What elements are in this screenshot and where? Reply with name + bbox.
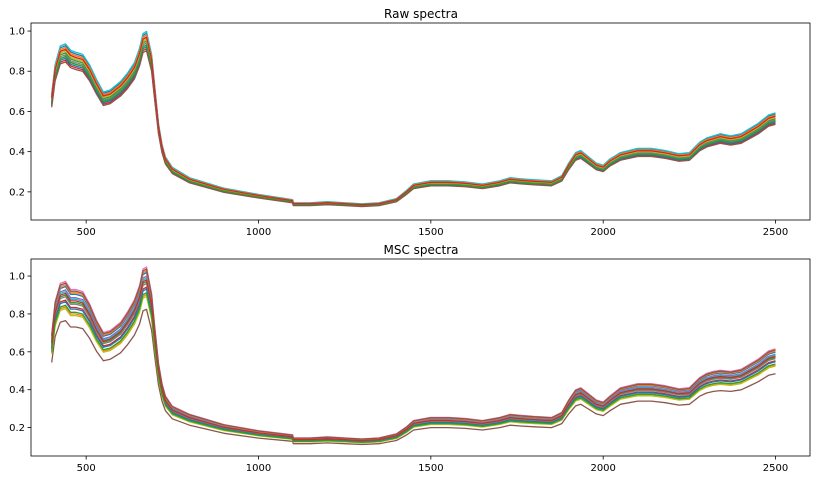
spectrum-line-11 [51,46,776,207]
spectrum-line-10 [51,30,776,205]
x-tick-label: 1000 [246,463,271,474]
spectrum-line-13 [51,44,776,207]
y-tick-label: 0.4 [9,147,25,158]
spectrum-line-9 [51,38,776,206]
spectrum-line-6 [51,308,776,446]
spectrum-line-1 [51,271,776,441]
spectrum-line-4 [51,48,776,207]
spectrum-line-8 [51,282,776,442]
spectrum-line-1 [51,32,776,205]
x-tick-label: 500 [77,227,96,238]
y-tick-label: 0.8 [9,309,25,320]
spectrum-line-15 [51,268,776,440]
spectrum-line-7 [51,34,776,206]
spectrum-line-5 [51,275,776,441]
spectrum-line-9 [51,295,776,444]
x-tick-label: 2000 [590,227,615,238]
spectrum-line-6 [51,44,776,207]
spectrum-line-3 [51,281,776,442]
raw-spectra-panel: Raw spectra 500 1000 1500 2000 2500 0.2 0.4 0.6… [9,7,811,238]
spectrum-line-12 [51,34,776,206]
y-tick-label: 0.6 [9,347,25,358]
x-tick-label: 2500 [763,463,788,474]
spectrum-line-14 [51,36,776,206]
msc-spectra-panel: MSC spectra 500 1000 1500 2000 2500 0.2 0.4 0.6… [9,243,811,474]
y-tick-label: 0.4 [9,385,25,396]
spectrum-line-15 [51,50,776,208]
x-tick-label: 1000 [246,227,271,238]
raw-spectra-ticks: 500 1000 1500 2000 2500 0.2 0.4 0.6 0.8 1.0 [9,27,788,238]
msc-spectra-title: MSC spectra [383,243,458,257]
y-tick-label: 0.2 [9,187,25,198]
x-tick-label: 1500 [418,227,443,238]
x-tick-label: 500 [77,463,96,474]
msc-spectra-axes-frame [30,258,811,457]
spectrum-line-3 [51,40,776,206]
msc-spectra-lines [51,266,776,446]
y-tick-label: 0.8 [9,67,25,78]
spectrum-line-11 [51,288,776,443]
raw-spectra-axes-frame [30,22,811,221]
spectrum-line-7 [51,266,776,440]
x-tick-label: 2000 [590,463,615,474]
spectrum-line-10 [51,277,776,442]
y-tick-label: 0.6 [9,107,25,118]
msc-spectra-ticks: 500 1000 1500 2000 2500 0.2 0.4 0.6 0.8 1.0 [9,272,788,474]
spectrum-line-12 [51,270,776,441]
spectrum-line-2 [51,36,776,206]
spectrum-line-5 [51,38,776,206]
x-tick-label: 2500 [763,227,788,238]
spectrum-line-13 [51,292,776,443]
y-tick-label: 1.0 [9,27,25,38]
raw-spectra-title: Raw spectra [384,7,458,21]
raw-spectra-lines [51,30,776,208]
spectrum-line-14 [51,279,776,442]
y-tick-label: 0.2 [9,423,25,434]
spectrum-line-8 [51,42,776,207]
y-tick-label: 1.0 [9,272,25,283]
x-tick-label: 1500 [418,463,443,474]
spectrum-line-4 [51,286,776,443]
